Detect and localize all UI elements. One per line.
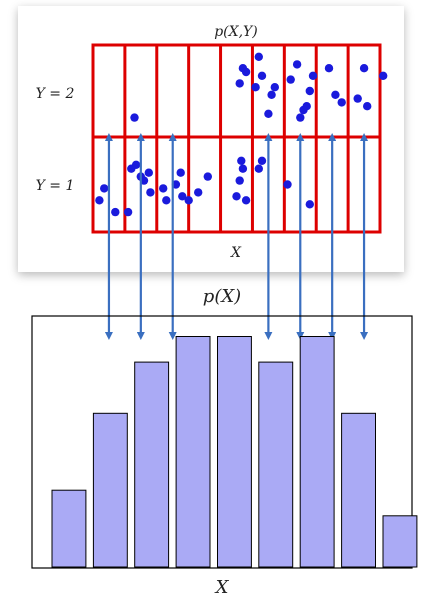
- scatter-point: [146, 188, 155, 197]
- projection-arrows: [104, 133, 369, 340]
- scatter-point: [178, 192, 187, 201]
- scatter-point: [203, 172, 212, 181]
- scatter-point: [194, 188, 203, 197]
- histogram-frame: [31, 315, 413, 569]
- scatter-point: [324, 63, 334, 73]
- scatter-point: [305, 86, 314, 96]
- scatter-point: [123, 207, 133, 217]
- joint-x-label: X: [230, 245, 242, 261]
- scatter-point: [159, 184, 168, 193]
- scatter-point: [337, 98, 346, 107]
- marginal-title: p(X): [203, 286, 241, 307]
- scatter-point: [264, 109, 273, 119]
- scatter-point: [131, 160, 141, 169]
- scatter-point: [283, 180, 292, 189]
- row-label-y1: Y = 1: [36, 178, 75, 194]
- scatter-point: [286, 75, 295, 84]
- scatter-point: [184, 196, 193, 205]
- histogram-bar-4: [175, 336, 211, 568]
- scatter-point: [251, 83, 260, 92]
- scatter-point: [235, 176, 244, 185]
- histogram-bar-5: [217, 336, 252, 568]
- scatter-point: [232, 192, 241, 201]
- scatter-point: [257, 156, 267, 165]
- scatter-point: [237, 156, 246, 165]
- scatter-point: [302, 102, 311, 111]
- scatter-point: [267, 90, 276, 100]
- scatter-point: [130, 113, 139, 122]
- scatter-point: [254, 164, 263, 173]
- scatter-point: [308, 71, 318, 81]
- scatter-point: [331, 90, 340, 100]
- scatter-point: [241, 67, 251, 77]
- scatter-point: [379, 71, 388, 81]
- scatter-point: [162, 196, 171, 205]
- scatter-point: [95, 196, 104, 205]
- scatter-point: [235, 79, 244, 88]
- scatter-point: [305, 200, 314, 209]
- scatter-point: [292, 60, 302, 69]
- scatter-point: [359, 63, 369, 73]
- histogram-bar-7: [299, 336, 335, 568]
- row-label-y2: Y = 2: [36, 86, 75, 102]
- scatter-point: [238, 164, 248, 173]
- histogram-bar-3: [134, 361, 170, 568]
- histogram-bar-2: [92, 412, 128, 568]
- histogram-bar-6: [258, 361, 294, 568]
- histogram-bar-8: [341, 412, 377, 568]
- scatter-point: [363, 102, 372, 111]
- joint-scatter-points: [95, 52, 388, 217]
- scatter-point: [241, 196, 251, 205]
- joint-title: p(X,Y): [214, 24, 258, 40]
- scatter-point: [296, 113, 305, 122]
- scatter-point: [144, 168, 153, 177]
- marginal-x-label: X: [214, 577, 230, 598]
- scatter-point: [257, 71, 267, 81]
- histogram-bars: [51, 336, 418, 568]
- scatter-point: [100, 184, 109, 193]
- joint-grid: [91, 43, 382, 234]
- histogram-bar-9: [382, 515, 418, 568]
- scatter-point: [254, 52, 263, 61]
- scatter-point: [353, 94, 362, 103]
- scatter-point: [270, 83, 279, 92]
- scatter-point: [176, 168, 185, 177]
- scatter-point: [111, 207, 120, 217]
- histogram-bar-1: [51, 489, 87, 568]
